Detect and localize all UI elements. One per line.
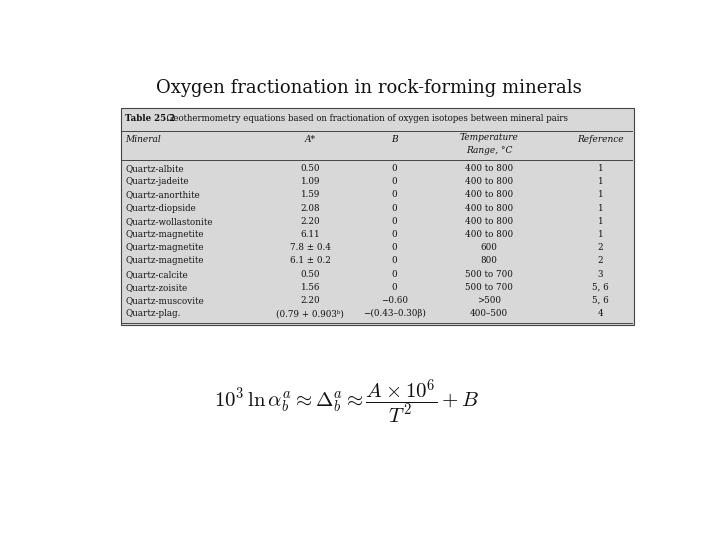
Text: 400 to 800: 400 to 800 <box>465 217 513 226</box>
Text: B: B <box>391 135 397 144</box>
Text: 0: 0 <box>391 243 397 252</box>
Text: 400 to 800: 400 to 800 <box>465 204 513 213</box>
Text: 0.50: 0.50 <box>301 269 320 279</box>
Text: 0: 0 <box>391 177 397 186</box>
Text: Quartz-magnetite: Quartz-magnetite <box>125 243 204 252</box>
Text: −(0.43–0.30β): −(0.43–0.30β) <box>363 309 426 319</box>
Text: 1.56: 1.56 <box>301 283 320 292</box>
Text: 0: 0 <box>391 256 397 266</box>
Text: Quartz-plag.: Quartz-plag. <box>125 309 181 319</box>
Text: 0: 0 <box>391 164 397 173</box>
Text: 2.08: 2.08 <box>300 204 320 213</box>
Text: 400–500: 400–500 <box>470 309 508 319</box>
Text: $10^3\,\ln\alpha_b^a \approx \Delta_b^a \approx \dfrac{A \times 10^6}{T^2} + B$: $10^3\,\ln\alpha_b^a \approx \Delta_b^a … <box>214 377 480 426</box>
Text: Quartz-anorthite: Quartz-anorthite <box>125 190 200 199</box>
Text: Quartz-calcite: Quartz-calcite <box>125 269 188 279</box>
Text: 3: 3 <box>598 269 603 279</box>
Text: 500 to 700: 500 to 700 <box>465 269 513 279</box>
Text: 0: 0 <box>391 217 397 226</box>
Text: Quartz-albite: Quartz-albite <box>125 164 184 173</box>
Text: 0: 0 <box>391 204 397 213</box>
Text: 1.09: 1.09 <box>301 177 320 186</box>
Text: 2: 2 <box>598 256 603 266</box>
Text: 0: 0 <box>391 190 397 199</box>
Text: 600: 600 <box>480 243 498 252</box>
Text: Quartz-zoisite: Quartz-zoisite <box>125 283 187 292</box>
Text: 5, 6: 5, 6 <box>592 296 609 305</box>
Text: 1: 1 <box>598 164 603 173</box>
Text: Quartz-muscovite: Quartz-muscovite <box>125 296 204 305</box>
Text: −0.60: −0.60 <box>381 296 408 305</box>
Text: 400 to 800: 400 to 800 <box>465 190 513 199</box>
Text: 400 to 800: 400 to 800 <box>465 164 513 173</box>
Text: >500: >500 <box>477 296 501 305</box>
Text: 1: 1 <box>598 190 603 199</box>
Text: 6.1 ± 0.2: 6.1 ± 0.2 <box>290 256 331 266</box>
Text: Quartz-jadeite: Quartz-jadeite <box>125 177 189 186</box>
Text: 0.50: 0.50 <box>301 164 320 173</box>
Text: 4: 4 <box>598 309 603 319</box>
Text: 400 to 800: 400 to 800 <box>465 230 513 239</box>
Text: 1: 1 <box>598 230 603 239</box>
Text: 800: 800 <box>480 256 498 266</box>
Text: 500 to 700: 500 to 700 <box>465 283 513 292</box>
Text: Geothermometry equations based on fractionation of oxygen isotopes between miner: Geothermometry equations based on fracti… <box>161 114 568 123</box>
Text: 7.8 ± 0.4: 7.8 ± 0.4 <box>290 243 331 252</box>
Text: 0: 0 <box>391 269 397 279</box>
Text: Mineral: Mineral <box>125 135 161 144</box>
Text: 0: 0 <box>391 283 397 292</box>
Text: 1: 1 <box>598 217 603 226</box>
Text: 1.59: 1.59 <box>301 190 320 199</box>
Text: 2.20: 2.20 <box>300 217 320 226</box>
Text: 400 to 800: 400 to 800 <box>465 177 513 186</box>
Text: (0.79 + 0.903ᵇ): (0.79 + 0.903ᵇ) <box>276 309 344 319</box>
Text: Quartz-diopside: Quartz-diopside <box>125 204 196 213</box>
Text: 0: 0 <box>391 230 397 239</box>
Text: Oxygen fractionation in rock-forming minerals: Oxygen fractionation in rock-forming min… <box>156 79 582 97</box>
Text: Table 25.2: Table 25.2 <box>125 114 176 123</box>
Bar <box>121 109 634 325</box>
Text: 2: 2 <box>598 243 603 252</box>
Text: Range, °C: Range, °C <box>466 146 512 155</box>
Text: 5, 6: 5, 6 <box>592 283 609 292</box>
Text: 1: 1 <box>598 204 603 213</box>
Text: Quartz-magnetite: Quartz-magnetite <box>125 256 204 266</box>
Text: Quartz-wollastonite: Quartz-wollastonite <box>125 217 212 226</box>
Text: 1: 1 <box>598 177 603 186</box>
Text: Reference: Reference <box>577 135 624 144</box>
Text: Temperature: Temperature <box>459 133 518 143</box>
Text: 6.11: 6.11 <box>300 230 320 239</box>
Text: A*: A* <box>305 135 316 144</box>
Text: Quartz-magnetite: Quartz-magnetite <box>125 230 204 239</box>
Text: 2.20: 2.20 <box>300 296 320 305</box>
